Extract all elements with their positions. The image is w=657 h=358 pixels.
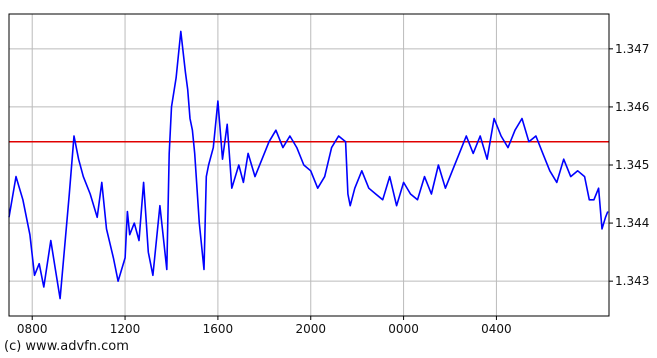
x-axis-ticks: 0800 1200 1600 2000 0000 0400 [17,316,512,336]
gridlines [9,14,609,316]
y-tick-label: 1.347 [615,42,649,56]
copyright-credit: (c) www.advfn.com [4,339,129,354]
x-tick-label: 1200 [110,322,141,336]
x-tick-label: 0400 [481,322,512,336]
x-tick-label: 0000 [388,322,419,336]
y-tick-label: 1.344 [615,216,649,230]
y-tick-label: 1.343 [615,274,649,288]
x-tick-label: 1600 [203,322,234,336]
y-tick-label: 1.346 [615,100,649,114]
x-tick-label: 0800 [17,322,48,336]
y-tick-label: 1.345 [615,158,649,172]
x-tick-label: 2000 [295,322,326,336]
series-line [8,30,609,300]
y-axis-ticks: 1.343 1.344 1.345 1.346 1.347 [609,42,649,288]
